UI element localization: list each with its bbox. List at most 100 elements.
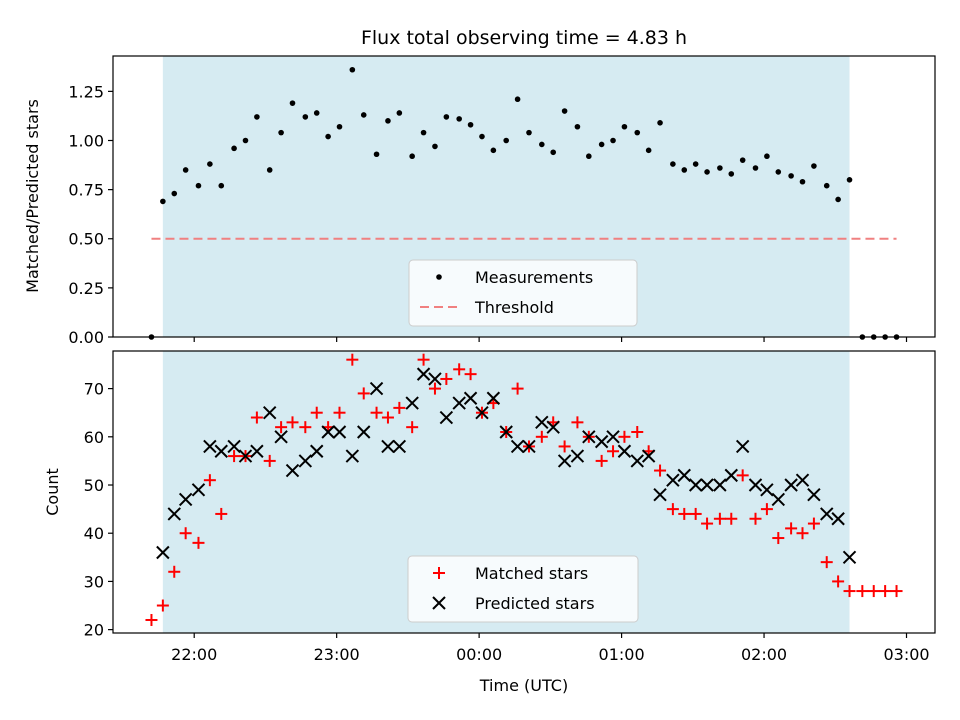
measurement-point (360, 112, 367, 118)
predicted-star-point (510, 439, 525, 454)
legend-predicted-label: Predicted stars (475, 594, 595, 613)
matched-star-point (417, 353, 430, 366)
top-y-tick-label: 1.25 (68, 82, 104, 101)
predicted-star-point (713, 478, 727, 492)
matched-star-point (275, 421, 288, 434)
top-y-tick-label: 0.50 (68, 230, 104, 249)
matched-star-point (713, 512, 726, 525)
predicted-star-point (392, 439, 407, 454)
measurement-point (207, 161, 213, 167)
predicted-star-point (606, 430, 620, 444)
bottom-x-axis-ticks: 22:00 23:00 00:00 01:00 02:00 03:00 (171, 633, 930, 664)
matched-star-point (346, 353, 359, 366)
matched-star-point (168, 565, 181, 578)
predicted-star-point (227, 439, 241, 454)
measurement-point (218, 182, 225, 189)
predicted-star-point (522, 439, 536, 454)
matched-star-point (796, 527, 809, 540)
predicted-star-point (582, 430, 596, 444)
matched-star-point (145, 613, 158, 626)
measurement-point (645, 147, 652, 154)
bottom-legend-box (407, 555, 639, 623)
predicted-star-point (178, 492, 193, 507)
measurement-point (775, 169, 782, 175)
legend-threshold-label: Threshold (474, 298, 554, 317)
predicted-star-point (724, 468, 738, 483)
matched-star-point (856, 585, 869, 598)
matched-star-point (381, 411, 394, 424)
legend-measurements-label: Measurements (475, 268, 593, 287)
measurement-point (195, 182, 202, 189)
matched-star-point (760, 503, 773, 516)
measurement-point (490, 147, 497, 154)
matched-star-point (333, 406, 346, 419)
matched-star-point (357, 387, 370, 400)
predicted-star-point (203, 439, 217, 454)
matched-star-point (453, 363, 466, 376)
predicted-star-point (332, 425, 347, 439)
x-axis-label: Time (UTC) (479, 676, 568, 695)
measurement-point (266, 167, 273, 173)
matched-star-point (203, 474, 216, 487)
predicted-star-point (499, 425, 513, 439)
matched-star-point (843, 585, 856, 598)
measurement-point (539, 141, 545, 148)
bottom-x-tick-label: 01:00 (599, 645, 645, 664)
bottom-x-tick-label: 23:00 (314, 645, 360, 664)
top-plot-frame (112, 55, 936, 338)
measurement-point (621, 123, 628, 130)
predicted-star-point (486, 391, 501, 405)
matched-star-point (678, 507, 691, 520)
matched-star-point (558, 440, 571, 453)
top-y-tick-label: 0.25 (68, 279, 104, 298)
matched-star-point (666, 503, 679, 516)
predicted-star-point (298, 454, 313, 468)
measurement-point (278, 129, 284, 136)
top-y-tick-label: 1.00 (68, 131, 104, 150)
measurement-point (396, 110, 403, 116)
matched-star-point (607, 445, 620, 458)
counts-panel: 20 30 40 50 60 70 22:00 23:00 00:00 01:00 02:00 03… (43, 350, 936, 695)
top-y-tick-label: 0.00 (68, 328, 104, 347)
bottom-y-tick-label: 30 (84, 572, 104, 591)
matched-star-point (192, 536, 205, 549)
matched-star-point (215, 507, 228, 520)
predicted-stars-series (156, 367, 857, 565)
top-legend: Measurements Threshold (408, 259, 638, 327)
matched-star-point (156, 599, 169, 612)
measurement-point (634, 129, 641, 136)
measurement-point (231, 145, 237, 152)
matched-star-point (736, 469, 749, 482)
predicted-star-point (214, 444, 228, 458)
measurement-point (799, 178, 806, 185)
measurement-point (373, 151, 380, 158)
predicted-star-point (630, 454, 644, 468)
predicted-star-point (405, 396, 419, 410)
measurement-point (514, 96, 521, 103)
matched-star-point (701, 517, 714, 530)
matched-star-point (406, 421, 419, 434)
predicted-star-point (594, 434, 609, 449)
top-x-axis-ticks (193, 337, 908, 342)
predicted-star-point (688, 478, 703, 492)
predicted-star-point (641, 449, 656, 463)
bottom-y-axis-label: Count (43, 468, 62, 516)
matched-star-point (263, 454, 276, 467)
matched-star-point (393, 401, 406, 414)
measurements-series (148, 66, 900, 340)
predicted-star-point (771, 492, 786, 507)
bottom-y-tick-label: 40 (84, 524, 104, 543)
matched-star-point (286, 416, 299, 429)
predicted-star-point (167, 507, 181, 521)
predicted-star-point (250, 444, 264, 458)
predicted-star-point (557, 454, 572, 468)
measurement-point (835, 196, 841, 203)
measurement-point (598, 141, 605, 148)
predicted-star-point (748, 478, 763, 492)
measurement-point (811, 163, 817, 169)
matched-star-point (879, 585, 892, 598)
matched-star-point (689, 507, 702, 520)
matched-star-point (571, 416, 584, 429)
flux-ratio-panel: Flux total observing time = 4.83 h 0.000… (23, 27, 936, 347)
